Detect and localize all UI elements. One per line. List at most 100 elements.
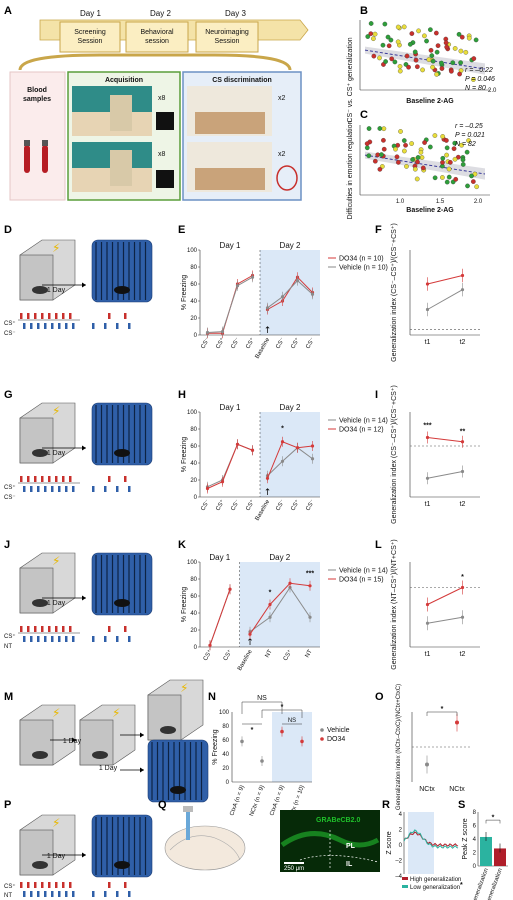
p-cs-plus: CS⁺ (4, 883, 16, 890)
y-tick-label: 60 (222, 738, 229, 744)
cs-minus-tone (30, 486, 33, 492)
panel-label-k: K (178, 539, 186, 551)
arrow-head (82, 852, 86, 858)
data-point (268, 615, 272, 619)
j-nt: NT (4, 644, 12, 650)
lightning-icon: ⚡ (52, 241, 60, 255)
data-point (208, 643, 212, 647)
scatter-point (393, 146, 398, 152)
data-point (248, 632, 252, 636)
series-line (267, 447, 313, 477)
scatter-point (407, 41, 413, 47)
panel-label-h: H (178, 389, 186, 401)
data-point (308, 615, 312, 619)
legend-label: Vehicle (327, 727, 350, 734)
scatter-point (406, 64, 411, 70)
panel-label-d: D (4, 224, 12, 236)
cs-minus-tone (44, 486, 47, 492)
significance-marker: * (492, 814, 495, 821)
nt-tone (44, 891, 47, 897)
trend-line (364, 154, 486, 175)
scatter-point (459, 34, 465, 40)
data-point (250, 275, 255, 279)
nt-tone (30, 891, 33, 897)
chart-c-xtick-3: 2.0 (474, 199, 483, 205)
d-one-day: 1 Day (47, 287, 66, 294)
y-tick-label: –4 (395, 874, 402, 880)
test-tone (116, 486, 119, 492)
scatter-point (452, 156, 458, 162)
y-axis-label: % Freezing (181, 275, 188, 311)
y-tick-label: 40 (190, 461, 197, 467)
significance-marker: * (251, 727, 254, 734)
confidence-band (365, 46, 485, 75)
scatter-point (395, 160, 401, 165)
x-tick-label: CS⁺ (289, 499, 301, 512)
data-point (288, 581, 292, 585)
bar (494, 848, 506, 866)
scatter-point (458, 48, 464, 54)
test-cs-plus-tone (108, 626, 111, 632)
scatter-point (401, 138, 407, 143)
chart-c-xtick-2: 1.5 (436, 199, 445, 205)
cs-plus-tone (62, 313, 65, 319)
scatter-point (471, 56, 477, 61)
cs-minus-tone (37, 636, 40, 642)
data-point (250, 448, 255, 452)
blood-label: Blood samples (23, 87, 51, 103)
y-tick-label: 40 (190, 611, 197, 617)
y-tick-label: 20 (222, 766, 229, 772)
lightning-icon: ⚡ (180, 681, 188, 695)
data-point (460, 615, 465, 619)
scatter-point (377, 166, 383, 172)
series-line (427, 587, 463, 605)
x-tick-label: t2 (460, 501, 466, 508)
confidence-band (365, 151, 485, 180)
scatter-point (372, 31, 378, 37)
scatter-point (410, 157, 415, 162)
legend-label: Vehicle (n = 10) (339, 265, 388, 272)
data-point (310, 444, 315, 448)
scatter-point (426, 57, 432, 62)
scatter-point (365, 34, 371, 39)
rep-x2-2: x2 (278, 151, 286, 158)
test-tone (92, 486, 95, 492)
cs-plus-tone (20, 476, 23, 482)
data-point (265, 476, 270, 480)
cs-minus-tone (72, 486, 75, 492)
scatter-point (427, 144, 433, 150)
cs-plus-tone (27, 626, 30, 632)
scatter-point (392, 59, 398, 65)
nt-tone (65, 891, 68, 897)
nt-tone (58, 891, 61, 897)
scatter-point (412, 49, 418, 55)
scatter-point (434, 72, 439, 77)
scatter-point (466, 138, 471, 143)
scatter-point (397, 64, 403, 69)
y-axis-label: Generalization index (NT–CS⁺)/(NT+CS⁺) (391, 539, 398, 670)
cs-plus-tone (69, 313, 72, 319)
cs-minus-tone (30, 323, 33, 329)
scatter-point (395, 39, 401, 45)
stimulus-window (408, 812, 434, 874)
baseline-arrow-icon: ↑ (264, 488, 272, 498)
legend-label: Vehicle (n = 14) (339, 568, 388, 575)
y-axis-label: Peak Z score (462, 818, 469, 859)
test-tone (92, 891, 95, 897)
cs-plus-tone (20, 313, 23, 319)
scatter-point (412, 166, 418, 172)
test-tone (128, 486, 131, 492)
il-label: IL (346, 861, 353, 868)
scatter-point (402, 148, 407, 154)
panel-label-e: E (178, 224, 185, 236)
panel-label-p: P (4, 799, 11, 811)
significance-marker: ** (460, 428, 466, 435)
discrimination-title: CS discrimination (212, 77, 272, 84)
cs-plus-tone (55, 882, 58, 888)
test-cs-plus-tone (108, 476, 111, 482)
legend-swatch (320, 728, 324, 732)
chart-b (359, 20, 490, 91)
scatter-point (449, 68, 454, 74)
